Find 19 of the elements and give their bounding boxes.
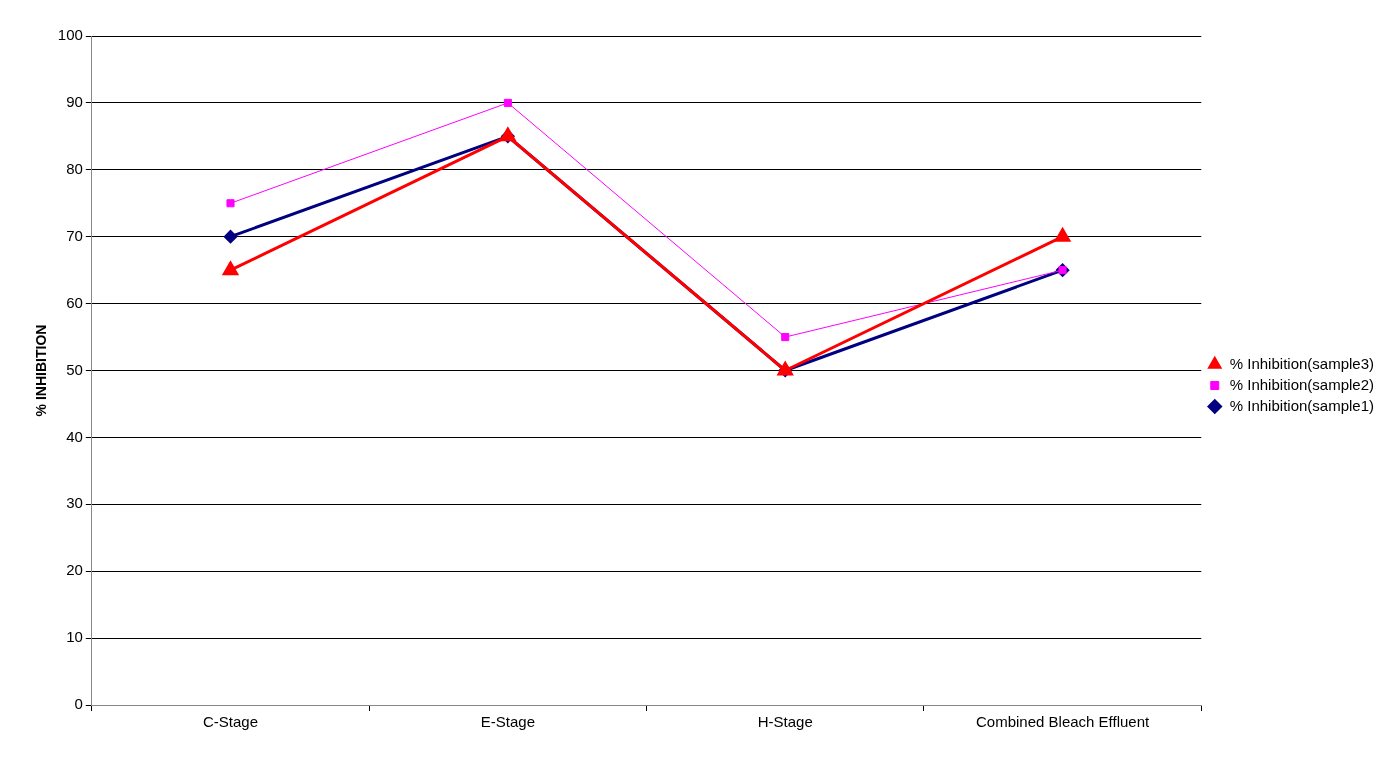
x-tick-label: E-Stage	[480, 713, 535, 731]
y-tick-label: 40	[66, 427, 83, 445]
x-tick-label: H-Stage	[757, 713, 813, 731]
y-tick-label: 0	[74, 695, 83, 713]
y-tick-label: 70	[66, 226, 83, 244]
legend-label: % Inhibition(sample1)	[1229, 396, 1375, 414]
legend-label: % Inhibition(sample3)	[1229, 354, 1375, 372]
y-axis-title: % INHIBITION	[33, 324, 50, 417]
x-tick-label: Combined Bleach Effluent	[976, 713, 1150, 731]
y-tick-label: 100	[57, 26, 83, 44]
x-tick-label: C-Stage	[202, 713, 259, 731]
y-tick-label: 60	[66, 293, 83, 311]
y-tick-label: 30	[66, 494, 83, 512]
y-tick-label: 90	[66, 93, 83, 111]
y-tick-label: 10	[66, 628, 83, 646]
y-tick-label: 20	[66, 561, 83, 579]
legend-label: % Inhibition(sample2)	[1229, 375, 1375, 393]
y-tick-label: 50	[66, 360, 83, 378]
y-tick-label: 80	[66, 159, 83, 177]
